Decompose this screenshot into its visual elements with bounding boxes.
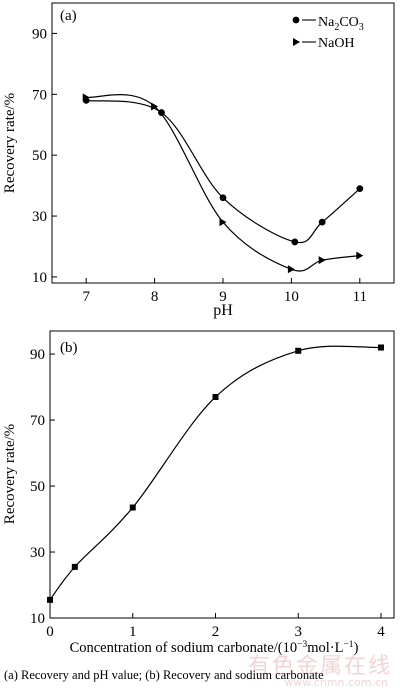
panel-b-y-axis: 10 30 50 70 90 xyxy=(30,347,55,627)
panel-a-point-na2co3 xyxy=(291,238,299,246)
panel-b-y-axis-title: Recovery rate/% xyxy=(2,424,18,524)
panel-a-point-na2co3 xyxy=(219,194,227,202)
panel-a-x-tick-label: 10 xyxy=(284,289,299,305)
panel-b-y-tick-label: 30 xyxy=(30,545,45,561)
figure-caption: (a) Recovery and pH value; (b) Recovery … xyxy=(4,668,324,682)
panel-b-point-series xyxy=(47,596,53,603)
panel-a-y-axis-title: Recovery rate/% xyxy=(2,93,18,193)
panel-b-x-axis: 0 1 2 3 4 xyxy=(46,613,385,640)
panel-a-plot-area xyxy=(82,93,364,274)
panel-a-y-tick-label: 50 xyxy=(32,148,47,164)
panel-a-point-naoh xyxy=(287,265,295,274)
panel-a-point-naoh xyxy=(219,218,227,227)
panel-a-x-axis: 7 8 9 10 11 xyxy=(82,278,367,305)
panel-a-point-naoh xyxy=(151,102,159,111)
panel-a-point-naoh xyxy=(356,251,364,260)
panel-b-point-series xyxy=(378,344,384,351)
panel-b-y-tick-label: 70 xyxy=(30,413,45,429)
panel-b-frame xyxy=(49,330,395,619)
panel-b-x-tick-label: 1 xyxy=(129,624,137,640)
watermark: 有色金属在线 xyxy=(247,654,392,679)
panel-b-y-tick-label: 10 xyxy=(30,611,45,627)
panel-a-y-tick-label: 30 xyxy=(32,209,47,225)
panel-a-x-tick-label: 8 xyxy=(151,289,159,305)
panel-b-y-tick-label: 90 xyxy=(30,347,45,363)
legend-label-naoh: NaOH xyxy=(318,36,355,51)
legend: Na2CO3 NaOH xyxy=(292,15,364,51)
panel-b-x-tick-label: 2 xyxy=(212,624,220,640)
panel-b-y-tick-label: 50 xyxy=(30,479,45,495)
legend-marker-naoh xyxy=(293,38,300,46)
panel-a-x-tick-label: 7 xyxy=(82,289,90,305)
panel-b-x-tick-label: 3 xyxy=(295,624,303,640)
panel-a-y-tick-label: 10 xyxy=(32,270,47,286)
panel-b-x-tick-label: 0 xyxy=(46,624,54,640)
legend-label-na2co3: Na2CO3 xyxy=(318,15,364,33)
panel-b-point-series xyxy=(295,347,302,354)
panel-b-point-series xyxy=(129,504,136,511)
panel-b-x-tick-label: 4 xyxy=(377,624,385,640)
legend-marker-na2co3 xyxy=(292,16,300,24)
panel-b-point-series xyxy=(212,393,219,400)
panel-a-point-na2co3 xyxy=(318,218,326,226)
panel-b-plot-area xyxy=(47,344,384,603)
panel-b-series-line-series xyxy=(49,345,382,601)
panel-a-y-tick-label: 70 xyxy=(32,87,47,103)
panel-a-y-axis: 10 30 50 70 90 xyxy=(32,26,57,286)
panel-b-x-axis-title: Concentration of sodium carbonate/(10−3m… xyxy=(70,640,359,656)
panel-a-point-naoh xyxy=(318,256,326,265)
panel-a-point-na2co3 xyxy=(158,109,165,116)
panel-a-x-tick-label: 9 xyxy=(219,289,227,305)
panel-b-label: (b) xyxy=(60,340,78,356)
panel-a-point-naoh xyxy=(82,93,90,102)
panel-a-x-tick-label: 11 xyxy=(353,289,367,305)
panel-a-y-tick-label: 90 xyxy=(32,26,47,42)
panel-a: (a) 10 30 50 70 90 7 8 9 10 11 Recovery rate/% p… xyxy=(2,2,395,319)
panel-b: (b) 10 30 50 70 90 0 1 2 3 4 Recovery rate/% Con… xyxy=(2,330,395,656)
panel-b-point-series xyxy=(71,563,78,570)
watermark-url: www.cnmn.com.cn xyxy=(284,676,388,689)
panel-a-x-axis-title: pH xyxy=(213,302,233,319)
panel-a-label: (a) xyxy=(60,8,77,24)
panel-a-series-line-naoh xyxy=(86,94,360,272)
panel-a-point-na2co3 xyxy=(356,185,364,193)
